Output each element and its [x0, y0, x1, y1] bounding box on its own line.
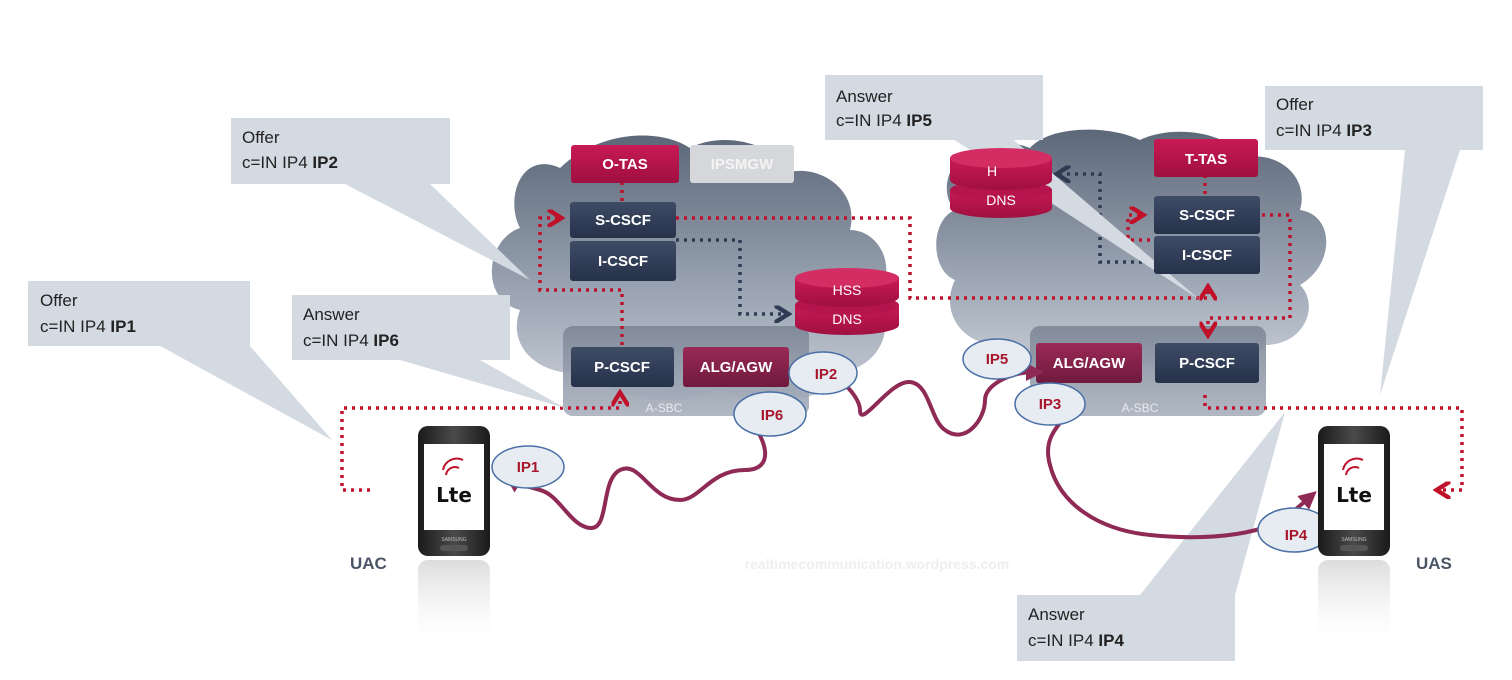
callout-answer-ip6-title: Answer — [303, 305, 360, 324]
media-ip2-to-ip5 — [788, 363, 1044, 437]
ip1-label: IP1 — [517, 459, 540, 476]
callout-offer-ip2: Offer c=IN IP4 IP2 — [231, 118, 530, 280]
callout-offer-ip1-title: Offer — [40, 291, 78, 310]
right-alg-agw-node[interactable]: ALG/AGW — [1036, 343, 1142, 383]
right-hss-dns-db[interactable]: H DNS — [950, 148, 1052, 218]
left-alg-agw-label: ALG/AGW — [700, 359, 773, 376]
signaling-paths — [340, 175, 1464, 492]
callout-offer-ip1: Offer c=IN IP4 IP1 — [28, 281, 332, 440]
ip6-bubble[interactable]: IP6 — [733, 391, 807, 437]
watermark: realtimecommunication.wordpress.com — [745, 556, 1010, 572]
left-hss-dns-lookup — [676, 238, 785, 314]
uas-phone[interactable]: Lte SAMSUNG — [1318, 426, 1390, 650]
callout-offer-ip3-title: Offer — [1276, 95, 1314, 114]
callout-answer-ip5-body: c=IN IP4 IP5 — [836, 111, 932, 130]
ip1-bubble[interactable]: IP1 — [491, 445, 565, 489]
right-i-cscf-label: I-CSCF — [1182, 247, 1232, 264]
left-hss-dns-db[interactable]: HSS DNS — [795, 268, 899, 335]
ipsmgw-node[interactable]: IPSMGW — [690, 145, 794, 183]
uac-phone-logo: Lte — [436, 483, 472, 507]
right-hss-label: H — [987, 163, 997, 179]
left-sbc-label: A-SBC — [646, 401, 683, 415]
right-p-cscf-node[interactable]: P-CSCF — [1155, 343, 1259, 383]
uac-to-pcscf-signal — [340, 396, 620, 492]
callout-offer-ip2-body: c=IN IP4 IP2 — [242, 153, 338, 172]
left-scscf-to-right-icscf-signal — [676, 216, 1208, 298]
callout-offer-ip2-title: Offer — [242, 128, 280, 147]
left-p-cscf-label: P-CSCF — [594, 359, 650, 376]
right-icscf-to-scscf-signal — [1126, 215, 1150, 242]
right-s-cscf-label: S-CSCF — [1179, 207, 1235, 224]
uac-phone-brand: SAMSUNG — [441, 537, 466, 543]
pcscf-to-scscf-signal — [538, 218, 624, 345]
t-tas-node[interactable]: T-TAS — [1154, 139, 1258, 177]
left-s-cscf-label: S-CSCF — [595, 212, 651, 229]
right-dns-label: DNS — [986, 192, 1016, 208]
uac-phone[interactable]: Lte SAMSUNG — [418, 426, 490, 650]
ip5-bubble[interactable]: IP5 — [962, 338, 1032, 380]
left-s-cscf-node[interactable]: S-CSCF — [570, 202, 676, 238]
right-i-cscf-node[interactable]: I-CSCF — [1154, 236, 1260, 274]
uac-label: UAC — [350, 554, 387, 573]
t-tas-label: T-TAS — [1185, 151, 1227, 168]
media-uac-to-ip6 — [504, 406, 768, 530]
callout-offer-ip3: Offer c=IN IP4 IP3 — [1265, 86, 1483, 395]
ip6-label: IP6 — [761, 407, 784, 424]
media-paths — [504, 363, 1317, 540]
left-alg-agw-node[interactable]: ALG/AGW — [683, 347, 789, 387]
o-tas-node[interactable]: O-TAS — [571, 145, 679, 183]
media-ip3-to-uas — [1046, 393, 1317, 540]
ipsmgw-label: IPSMGW — [711, 156, 774, 173]
left-hss-label: HSS — [833, 282, 862, 298]
left-dns-label: DNS — [832, 311, 862, 327]
right-alg-agw-label: ALG/AGW — [1053, 355, 1126, 372]
left-i-cscf-node[interactable]: I-CSCF — [570, 241, 676, 281]
callout-answer-ip6-body: c=IN IP4 IP6 — [303, 331, 399, 350]
callout-answer-ip4: Answer c=IN IP4 IP4 — [1017, 412, 1285, 661]
right-sbc-label: A-SBC — [1122, 401, 1159, 415]
left-i-cscf-label: I-CSCF — [598, 253, 648, 270]
ip3-label: IP3 — [1039, 396, 1062, 413]
pcscf-to-uas-signal — [1203, 395, 1464, 490]
right-s-cscf-node[interactable]: S-CSCF — [1154, 196, 1260, 234]
uas-label: UAS — [1416, 554, 1452, 573]
ip4-bubble[interactable]: IP4 — [1257, 507, 1331, 553]
o-tas-label: O-TAS — [602, 156, 648, 173]
uas-phone-logo: Lte — [1336, 483, 1372, 507]
uas-phone-brand: SAMSUNG — [1341, 537, 1366, 543]
ip5-label: IP5 — [986, 351, 1009, 368]
ip2-label: IP2 — [815, 366, 838, 383]
callout-answer-ip6: Answer c=IN IP4 IP6 — [292, 295, 565, 408]
ip4-label: IP4 — [1285, 527, 1308, 544]
callout-answer-ip4-body: c=IN IP4 IP4 — [1028, 631, 1124, 650]
callout-answer-ip5-title: Answer — [836, 87, 893, 106]
right-hss-dns-lookup — [1060, 174, 1150, 264]
lookup-paths — [676, 174, 1150, 314]
ip2-bubble[interactable]: IP2 — [788, 351, 858, 395]
left-p-cscf-node[interactable]: P-CSCF — [571, 347, 674, 387]
ip3-bubble[interactable]: IP3 — [1014, 382, 1086, 426]
callout-answer-ip4-title: Answer — [1028, 605, 1085, 624]
right-scscf-to-pcscf-signal — [1208, 213, 1292, 332]
callout-offer-ip1-body: c=IN IP4 IP1 — [40, 317, 136, 336]
callout-offer-ip3-body: c=IN IP4 IP3 — [1276, 121, 1372, 140]
right-p-cscf-label: P-CSCF — [1179, 355, 1235, 372]
